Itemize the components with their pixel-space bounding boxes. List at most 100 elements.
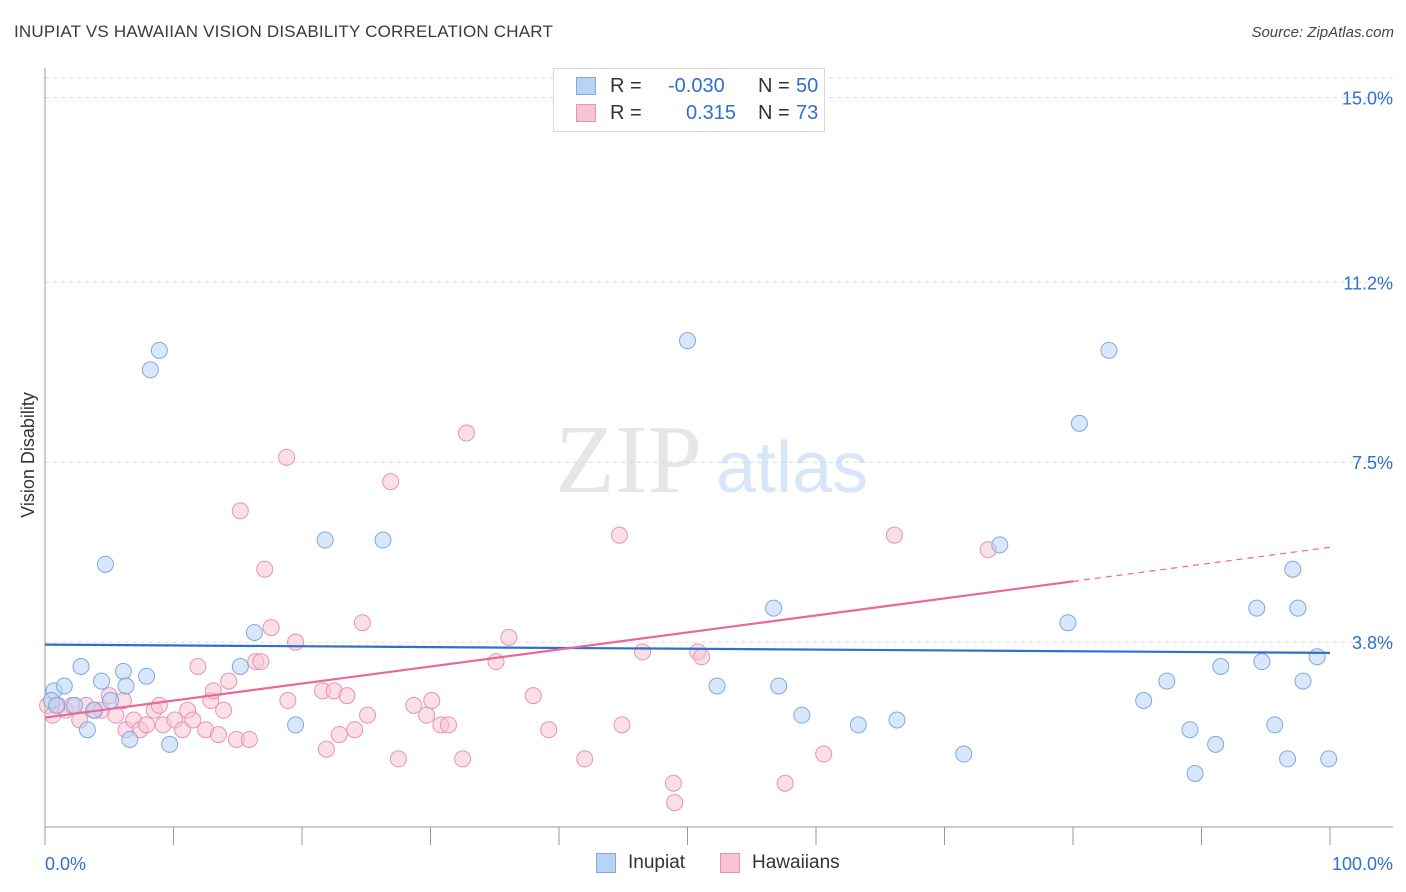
inupiat-point [138,667,156,685]
chart-title: INUPIAT VS HAWAIIAN VISION DISABILITY CO… [14,22,554,41]
inupiat-point [708,677,726,695]
hawaiian-point [278,448,296,466]
hawaiian-point [405,696,423,714]
hawaiian-point [664,774,682,792]
watermark: ZIP atlas [555,406,868,514]
source-credit: Source: ZipAtlas.com [1251,24,1394,41]
inupiat-point [245,623,263,641]
hawaiian-point [423,692,441,710]
x-tick-label-min: 0.0% [45,854,86,874]
inupiat-point [1059,614,1077,632]
inupiat-point [991,536,1009,554]
inupiat-point [793,706,811,724]
hawaiian-point [457,424,475,442]
inupiat-point [1212,658,1230,675]
hawaiian-point [231,502,249,520]
inupiat-point [316,531,334,549]
hawaiian-point [220,672,238,690]
inupiat-point [1207,735,1225,753]
hawaiian-n-value: 73 [796,102,819,124]
hawaiian-n-label: N = [758,102,790,124]
watermark-zip: ZIP [555,406,702,514]
hawaiian-r-label: R = [610,102,642,124]
inupiat-point [849,716,867,734]
hawaiian-point [576,750,594,768]
inupiat-point [55,677,73,695]
inupiat-point [96,555,114,573]
inupiat-point [72,658,90,675]
inupiat-point [1279,750,1297,768]
hawaiian-point [330,726,348,744]
inupiat-point [1135,692,1153,710]
axis-labels: 3.8% 7.5% 11.2% 15.0% 0.0% 100.0% Vision Disab… [18,88,1393,874]
inupiat-point [150,341,168,359]
inupiat-r-label: R = [610,75,642,97]
hawaiian-point [613,716,631,734]
inupiat-point [765,599,783,617]
inupiat-point [1248,599,1266,617]
trend-lines [44,546,1331,719]
hawaiian-legend-label: Hawaiians [752,852,840,873]
hawaiian-legend-swatch [720,853,740,873]
hawaiian-point [815,745,833,763]
hawaiian-point [666,794,684,812]
inupiat-n-value: 50 [796,75,819,97]
y-tick-label: 7.5% [1352,453,1393,473]
y-tick-label: 3.8% [1352,633,1393,653]
inupiat-point [161,735,179,753]
x-tick-label-max: 100.0% [1332,854,1393,874]
hawaiian-point [138,716,156,734]
hawaiian-point [439,716,457,734]
inupiat-trend-line [44,643,1331,654]
hawaiian-point [184,711,202,729]
inupiat-point [48,696,66,714]
hawaiian-point [500,628,518,646]
hawaiian-point [279,692,297,710]
inupiat-point [955,745,973,763]
hawaiian-point [209,726,227,744]
inupiat-point [1186,765,1204,782]
hawaiian-point [252,653,270,671]
inupiat-point [1289,599,1307,617]
hawaiian-point [359,706,377,724]
hawaiian-point [776,774,794,792]
hawaiian-point [287,633,305,651]
hawaiian-point [262,619,280,637]
inupiat-point [1308,648,1326,666]
hawaiian-swatch [576,104,596,122]
inupiat-legend-swatch [596,853,616,873]
inupiat-point [114,662,132,680]
hawaiian-point [540,721,558,739]
inupiat-point [1266,716,1284,734]
hawaiian-point [215,701,233,719]
hawaiian-point [610,526,628,544]
inupiat-r-value: -0.030 [668,75,725,97]
inupiat-point [1158,672,1176,690]
watermark-atlas: atlas [716,428,868,508]
hawaiian-point [382,473,400,491]
hawaiian-point [885,526,903,544]
hawaiian-trend-line [44,580,1074,719]
hawaiian-point [189,658,207,675]
inupiat-legend-label: Inupiat [628,852,686,873]
inupiat-point [888,711,906,729]
grid-lines [45,77,1393,643]
y-axis-label: Vision Disability [18,392,38,518]
hawaiian-point [256,560,274,578]
correlation-legend: R = -0.030 N = 50 R = 0.315 N = 73 [553,68,825,132]
inupiat-point [1181,721,1199,739]
y-tick-label: 15.0% [1342,88,1393,108]
inupiat-points [42,332,1338,782]
inupiat-point [374,531,392,549]
inupiat-point [141,361,159,379]
inupiat-point [102,692,120,710]
inupiat-point [78,721,96,739]
hawaiian-point [353,614,371,632]
inupiat-point [770,677,788,695]
inupiat-point [1253,653,1271,671]
inupiat-swatch [576,77,596,95]
inupiat-point [121,730,139,748]
hawaiian-point [150,696,168,714]
hawaiian-point [693,648,711,666]
